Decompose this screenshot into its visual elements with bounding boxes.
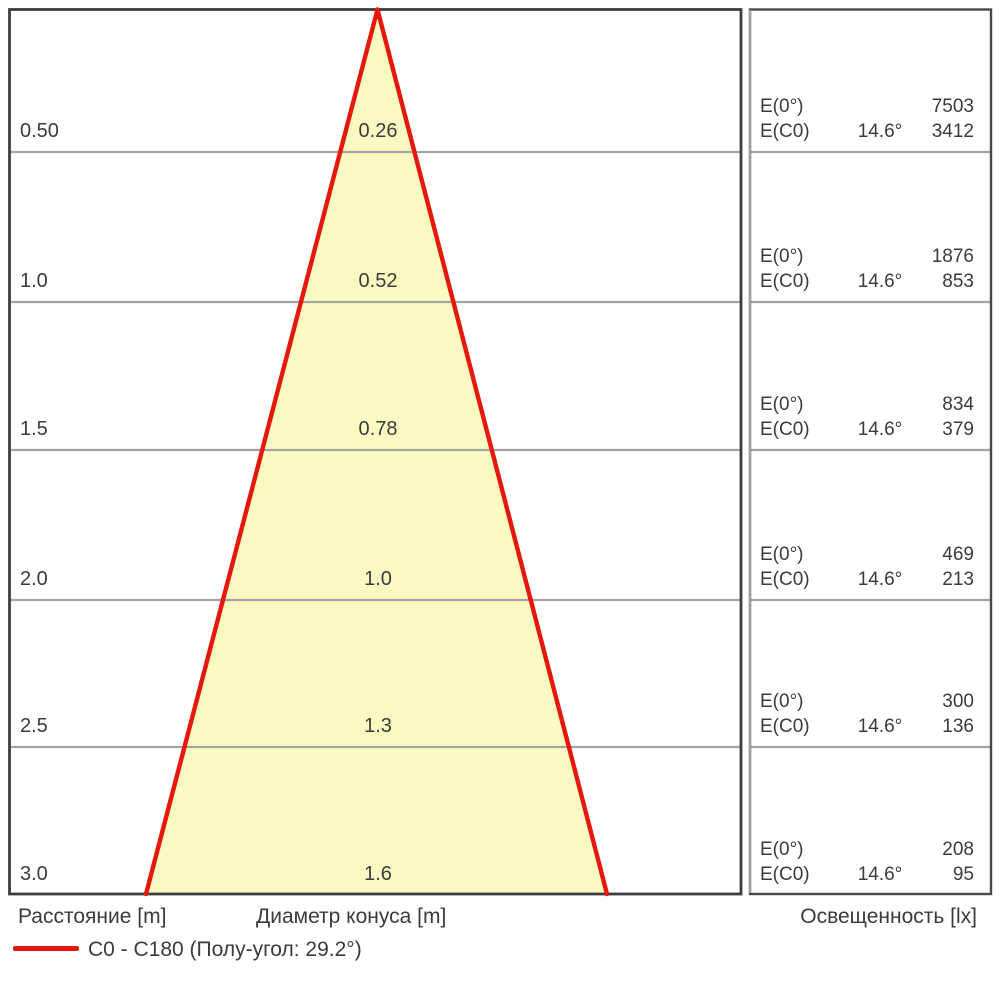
distance-value: 2.5	[20, 715, 48, 737]
beam-angle-value: 14.6°	[857, 864, 903, 885]
ec0-value: 213	[942, 569, 974, 590]
row-separators-right	[750, 150, 990, 749]
e0-value: 208	[942, 839, 974, 860]
cone-diameter-value: 0.52	[358, 270, 398, 292]
e0-label: E(0°)	[760, 691, 804, 712]
ec0-label: E(C0)	[760, 716, 810, 737]
ec0-value: 853	[942, 271, 974, 292]
cone-right-edge	[375, 7, 610, 897]
row-separators-left	[11, 150, 741, 749]
ec0-value: 3412	[931, 121, 974, 142]
ec0-value: 136	[942, 716, 974, 737]
ec0-label: E(C0)	[760, 864, 810, 885]
distance-value: 1.5	[20, 418, 48, 440]
axis-label-cone-diameter: Диаметр конуса [m]	[256, 905, 447, 928]
e0-label: E(0°)	[760, 839, 804, 860]
cone-diameter-value: 0.26	[358, 120, 398, 142]
legend-label: C0 - C180 (Полу-угол: 29.2°)	[88, 938, 362, 961]
e0-value: 300	[942, 691, 974, 712]
beam-angle-value: 14.6°	[857, 716, 903, 737]
e0-label: E(0°)	[760, 544, 804, 565]
legend-line-swatch	[13, 946, 79, 951]
ec0-label: E(C0)	[760, 419, 810, 440]
axis-label-distance: Расстояние [m]	[18, 905, 167, 928]
beam-angle-value: 14.6°	[857, 569, 903, 590]
e0-value: 7503	[931, 96, 974, 117]
cone-diameter-value: 0.78	[358, 418, 398, 440]
beam-angle-value: 14.6°	[857, 419, 903, 440]
ec0-label: E(C0)	[760, 271, 810, 292]
ec0-label: E(C0)	[760, 569, 810, 590]
cone-left-edge	[143, 7, 380, 897]
e0-value: 834	[942, 394, 974, 415]
cone-diameter-value: 1.6	[364, 863, 392, 885]
ec0-value: 379	[942, 419, 974, 440]
distance-value: 1.0	[20, 270, 48, 292]
e0-label: E(0°)	[760, 394, 804, 415]
ec0-value: 95	[952, 864, 974, 885]
light-cone-fill	[147, 11, 607, 893]
beam-angle-value: 14.6°	[857, 271, 903, 292]
cone-diameter-value: 1.3	[364, 715, 392, 737]
e0-value: 469	[942, 544, 974, 565]
e0-label: E(0°)	[760, 96, 804, 117]
beam-angle-value: 14.6°	[857, 121, 903, 142]
cone-diameter-value: 1.0	[364, 568, 392, 590]
axis-label-illuminance: Освещенность [lx]	[800, 905, 977, 928]
distance-value: 0.50	[20, 120, 59, 142]
e0-label: E(0°)	[760, 246, 804, 267]
distance-value: 3.0	[20, 863, 48, 885]
e0-value: 1876	[931, 246, 974, 267]
ec0-label: E(C0)	[760, 121, 810, 142]
distance-value: 2.0	[20, 568, 48, 590]
